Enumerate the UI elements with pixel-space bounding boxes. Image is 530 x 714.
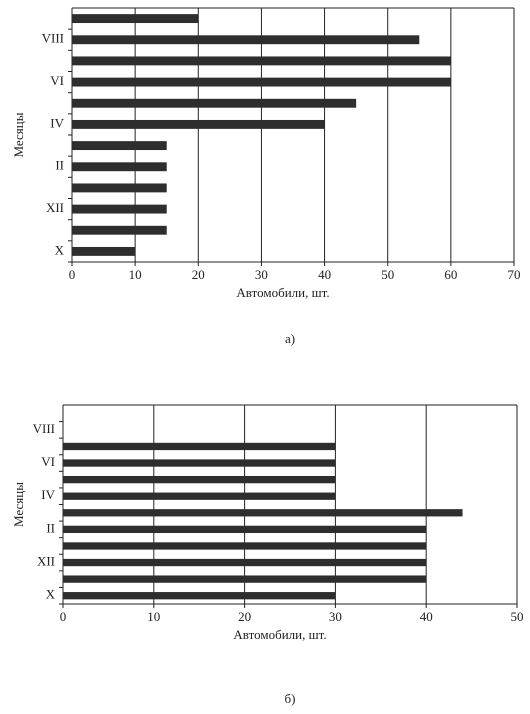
x-tick-label: 40 [420,609,433,624]
bar [63,525,427,534]
x-tick-label: 50 [381,267,394,282]
y-tick-label: IV [50,115,64,130]
bar [63,492,336,500]
bar [63,558,427,567]
bar [72,183,167,193]
y-tick-label: IV [41,487,55,502]
bar [63,509,463,517]
bar [72,225,167,235]
y-tick-label: VIII [42,31,64,46]
y-tick-label: VIII [33,421,55,436]
y-tick-label: XII [46,200,64,215]
x-tick-label: 20 [192,267,205,282]
y-tick-label: X [46,587,56,602]
bar [72,246,136,256]
y-tick-label: XII [37,554,55,569]
y-tick-label: VI [50,73,64,88]
bar [72,77,451,87]
bar [63,542,427,550]
x-axis-label: Автомобили, шт. [233,627,326,642]
y-tick-label: II [46,520,55,535]
bar [63,475,336,484]
x-tick-label: 50 [511,609,524,624]
x-tick-label: 30 [329,609,342,624]
y-axis-label: Месяцы [11,112,26,157]
x-tick-label: 10 [147,609,160,624]
x-tick-label: 40 [318,267,331,282]
y-tick-label: X [55,242,65,257]
x-tick-label: 60 [444,267,457,282]
x-tick-label: 30 [255,267,268,282]
bar [72,162,167,172]
y-tick-label: VI [41,454,55,469]
x-axis-label: Автомобили, шт. [236,285,329,300]
x-tick-label: 70 [508,267,521,282]
bar [72,141,167,151]
bar [72,119,325,129]
bar [72,35,420,45]
x-tick-label: 0 [69,267,76,282]
x-tick-label: 0 [60,609,67,624]
bar [72,56,451,66]
bar [63,442,336,451]
bar [72,14,199,24]
caption: а) [285,331,295,346]
bar [72,204,167,214]
bar [63,459,336,467]
y-tick-label: II [55,158,64,173]
x-tick-label: 10 [129,267,142,282]
caption: б) [285,691,296,706]
bar [63,592,336,600]
bar [63,575,427,583]
y-axis-label: Месяцы [11,482,26,527]
bar [72,98,357,108]
x-tick-label: 20 [238,609,251,624]
